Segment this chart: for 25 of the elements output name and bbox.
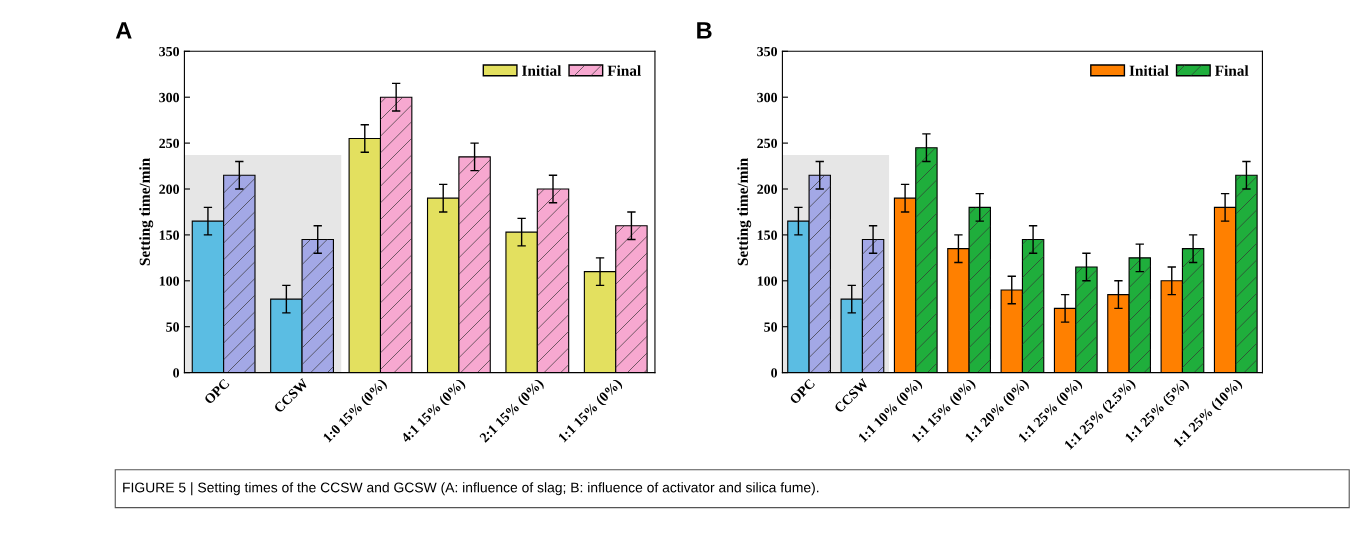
- y-axis-title: Setting time/min: [139, 158, 154, 266]
- caption: FIGURE 5 | Setting times of the CCSW and GCSW (A: influence of slag; B: influence of activator and silica fume).: [123, 482, 819, 496]
- legend-label: Final: [607, 65, 641, 76]
- y-tick-label: 100: [757, 276, 778, 286]
- chart-title: A: [115, 22, 132, 39]
- y-tick-label: 350: [757, 46, 778, 57]
- y-tick-label: 300: [757, 92, 778, 103]
- y-tick-label: 100: [159, 276, 180, 286]
- y-tick-label: 250: [757, 138, 778, 149]
- y-tick-label: 300: [159, 92, 180, 103]
- y-tick-label: 0: [771, 368, 778, 378]
- y-tick-label: 50: [764, 322, 778, 332]
- y-tick-label: 0: [173, 368, 180, 378]
- legend-label: Initial: [522, 65, 562, 76]
- y-tick-label: 250: [159, 138, 180, 149]
- y-tick-label: 200: [757, 184, 778, 194]
- y-axis-title: Setting time/min: [737, 158, 752, 266]
- y-tick-label: 350: [159, 46, 180, 57]
- legend-label: Final: [1214, 65, 1249, 76]
- y-tick-label: 200: [159, 184, 180, 194]
- y-tick-label: 150: [159, 230, 180, 240]
- legend-label: Initial: [1129, 65, 1169, 76]
- chart-title: B: [697, 22, 712, 39]
- y-tick-label: 150: [757, 230, 778, 240]
- y-tick-label: 50: [166, 322, 180, 332]
